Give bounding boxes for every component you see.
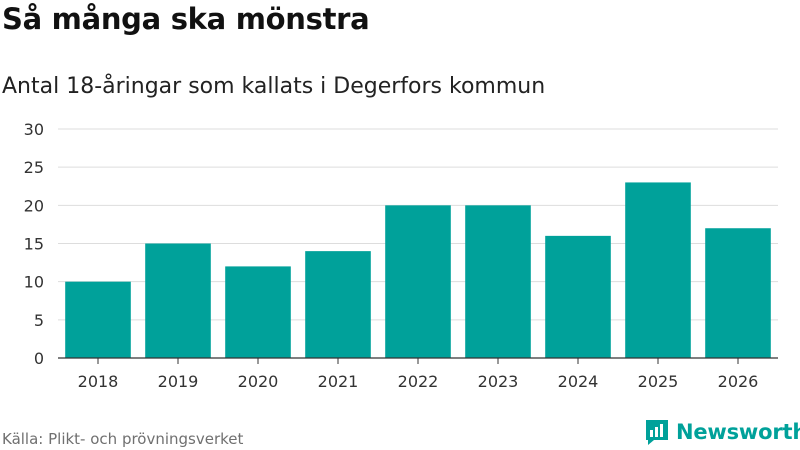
- chart-title: Så många ska mönstra: [2, 2, 370, 36]
- bar-2023: [465, 205, 531, 358]
- y-tick-label: 5: [34, 311, 44, 330]
- x-tick-label: 2022: [398, 372, 439, 391]
- chart-subtitle: Antal 18-åringar som kallats i Degerfors…: [2, 74, 546, 99]
- y-tick-label: 15: [24, 235, 44, 254]
- y-tick-label: 20: [24, 196, 44, 215]
- bar-2020: [225, 266, 291, 358]
- y-tick-label: 10: [24, 273, 44, 292]
- bar-2018: [65, 281, 131, 358]
- bar-2025: [625, 182, 691, 358]
- x-tick-label: 2023: [478, 372, 519, 391]
- x-tick-label: 2024: [558, 372, 599, 391]
- x-tick-label: 2020: [238, 372, 279, 391]
- y-tick-label: 0: [34, 349, 44, 368]
- bar-2026: [705, 228, 771, 358]
- source-note: Källa: Plikt- och prövningsverket: [2, 430, 244, 448]
- y-tick-label: 25: [24, 158, 44, 177]
- bar-2021: [305, 251, 371, 358]
- x-tick-label: 2026: [718, 372, 759, 391]
- x-tick-label: 2019: [158, 372, 199, 391]
- x-tick-label: 2018: [78, 372, 119, 391]
- brand-name: Newsworthy: [676, 420, 800, 444]
- brand-mark: Newsworthy: [644, 418, 800, 446]
- newsworthy-logo-icon: [646, 420, 668, 445]
- bar-2024: [545, 235, 611, 358]
- bar-2022: [385, 205, 451, 358]
- x-tick-label: 2025: [638, 372, 679, 391]
- bar-2019: [145, 243, 211, 358]
- x-tick-label: 2021: [318, 372, 359, 391]
- y-tick-label: 30: [24, 120, 44, 139]
